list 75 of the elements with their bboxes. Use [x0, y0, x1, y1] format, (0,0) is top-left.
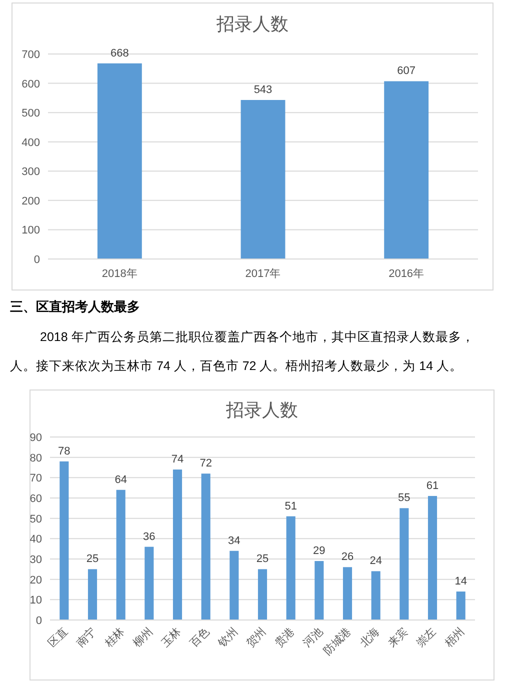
- y-tick-label: 300: [22, 166, 40, 178]
- data-label: 668: [110, 47, 129, 60]
- y-tick-label: 50: [30, 513, 42, 526]
- bar: [201, 474, 210, 620]
- text: 人。接下来依次为玉林市 74 人，百色市 72 人。梧州招考人数最少，为 14 人。: [10, 359, 463, 373]
- bar: [384, 81, 429, 259]
- x-tick-label: 桂林: [102, 624, 127, 650]
- bar: [88, 569, 98, 620]
- x-tick-label: 玉林: [158, 624, 184, 650]
- y-tick-label: 60: [30, 493, 42, 505]
- data-label: 34: [228, 534, 240, 547]
- x-tick-label: 钦州: [214, 624, 240, 650]
- bar: [314, 561, 324, 620]
- data-label: 25: [256, 553, 269, 566]
- x-tick-label: 2017年: [245, 268, 281, 280]
- data-label: 607: [397, 65, 416, 78]
- bar: [371, 571, 380, 620]
- x-tick-label: 梧州: [442, 624, 467, 650]
- x-tick-label: 2016年: [388, 268, 424, 280]
- bar: [60, 461, 69, 620]
- y-tick-label: 0: [34, 254, 40, 266]
- data-label: 14: [454, 576, 467, 588]
- data-label: 36: [143, 530, 156, 543]
- chart-title: 招录人数: [225, 400, 298, 420]
- y-tick-label: 40: [30, 534, 42, 546]
- x-tick-label: 区直: [46, 624, 70, 650]
- x-tick-label: 贺州: [244, 624, 269, 650]
- data-label: 64: [114, 474, 127, 486]
- x-tick-label: 2018年: [102, 268, 138, 280]
- y-tick-label: 700: [22, 49, 40, 61]
- data-label: 51: [284, 500, 297, 512]
- y-tick-label: 100: [22, 224, 40, 237]
- y-tick-label: 200: [22, 195, 40, 208]
- data-label: 25: [86, 553, 99, 566]
- x-tick-label: 贵港: [272, 624, 297, 650]
- y-tick-label: 500: [22, 108, 40, 120]
- x-tick-label: 来宾: [386, 624, 410, 650]
- y-tick-label: 0: [36, 615, 42, 627]
- data-label: 61: [426, 480, 439, 492]
- data-label: 72: [200, 458, 212, 470]
- y-tick-label: 600: [22, 78, 40, 90]
- bar: [97, 63, 142, 259]
- y-tick-label: 80: [30, 452, 42, 464]
- y-tick-label: 10: [30, 594, 42, 607]
- x-tick-label: 北海: [357, 624, 382, 650]
- bar: [116, 490, 126, 620]
- bar: [286, 516, 296, 620]
- bar: [342, 567, 352, 620]
- x-tick-label: 百色: [188, 626, 212, 650]
- data-label: 74: [171, 454, 184, 466]
- chart-title: 招录人数: [216, 14, 288, 34]
- y-tick-label: 90: [30, 432, 42, 444]
- x-tick-label: 崇左: [414, 624, 439, 650]
- data-label: 29: [313, 545, 326, 558]
- bar: [230, 550, 239, 620]
- data-label: 24: [370, 555, 382, 568]
- bar: [428, 496, 438, 620]
- text: 三、区直招考人数最多: [10, 299, 140, 314]
- y-tick-label: 400: [22, 136, 40, 149]
- bar: [400, 508, 409, 620]
- data-label: 26: [341, 551, 354, 564]
- x-tick-label: 南宁: [74, 624, 99, 650]
- bar: [258, 569, 268, 620]
- data-label: 78: [58, 445, 70, 458]
- bar: [240, 100, 286, 259]
- bar: [144, 546, 154, 620]
- data-label: 543: [254, 84, 272, 96]
- bar: [456, 592, 466, 620]
- bar: [172, 470, 182, 620]
- text: 2018 年广西公务员第二批职位覆盖广西各个地市，其中区直招录人数最多，: [40, 329, 474, 344]
- y-tick-label: 20: [30, 574, 42, 586]
- y-tick-label: 70: [30, 472, 42, 485]
- x-tick-label: 柳州: [130, 624, 156, 650]
- y-tick-label: 30: [30, 554, 42, 566]
- data-label: 55: [398, 492, 410, 504]
